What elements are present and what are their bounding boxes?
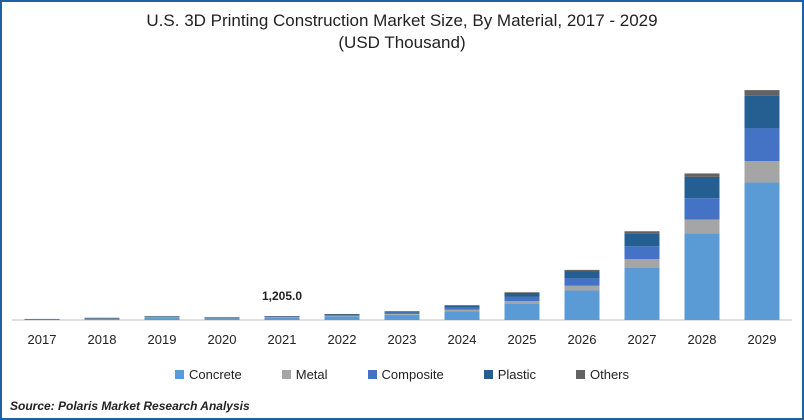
bar-metal-2019 <box>144 317 180 318</box>
legend-item-concrete: Concrete <box>175 367 242 382</box>
bar-composite-2027 <box>624 246 660 260</box>
bar-concrete-2029 <box>744 182 780 320</box>
legend-swatch <box>281 370 291 379</box>
x-tick-label: 2017 <box>28 332 57 347</box>
legend-item-composite: Composite <box>367 367 444 382</box>
legend-item-others: Others <box>575 367 629 382</box>
bar-metal-2024 <box>444 309 480 312</box>
bar-plastic-2024 <box>444 305 480 308</box>
bar-others-2024 <box>444 305 480 306</box>
bar-composite-2020 <box>204 317 240 319</box>
bar-concrete-2020 <box>204 318 240 320</box>
bar-concrete-2028 <box>684 233 720 320</box>
bar-others-2017 <box>24 318 60 320</box>
bar-composite-2028 <box>684 198 720 220</box>
bar-concrete-2023 <box>384 314 420 320</box>
bar-metal-2025 <box>504 301 540 304</box>
bar-concrete-2021 <box>264 317 300 320</box>
legend-label: Plastic <box>497 367 536 382</box>
bar-metal-2021 <box>264 317 300 318</box>
bar-composite-2019 <box>144 316 180 318</box>
x-tick-label: 2025 <box>508 332 537 347</box>
bar-composite-2021 <box>264 316 300 318</box>
x-tick-label: 2028 <box>688 332 717 347</box>
bar-concrete-2026 <box>564 290 600 320</box>
bar-composite-2029 <box>744 128 780 162</box>
bar-metal-2018 <box>84 318 120 319</box>
bar-composite-2018 <box>84 318 120 319</box>
bar-others-2021 <box>264 316 300 317</box>
x-tick-label: 2021 <box>268 332 297 347</box>
x-tick-label: 2027 <box>628 332 657 347</box>
bar-others-2026 <box>564 269 600 272</box>
bar-metal-2022 <box>324 315 360 317</box>
x-tick-label: 2024 <box>448 332 477 347</box>
bar-concrete-2018 <box>84 318 120 320</box>
bar-others-2022 <box>324 314 360 315</box>
bar-composite-2023 <box>384 312 420 314</box>
bar-plastic-2025 <box>504 292 540 297</box>
x-tick-label: 2029 <box>748 332 777 347</box>
bar-composite-2024 <box>444 307 480 310</box>
legend-swatch <box>367 370 377 379</box>
x-tick-label: 2018 <box>88 332 117 347</box>
bar-metal-2028 <box>684 219 720 234</box>
x-tick-label: 2026 <box>568 332 597 347</box>
legend-swatch <box>483 370 493 379</box>
data-label-2021: 1,205.0 <box>262 289 302 303</box>
bar-concrete-2025 <box>504 303 540 320</box>
source-note: Source: Polaris Market Research Analysis <box>10 399 250 413</box>
x-tick-label: 2023 <box>388 332 417 347</box>
bar-others-2023 <box>384 311 420 312</box>
chart-title-block: U.S. 3D Printing Construction Market Siz… <box>2 10 802 54</box>
bar-metal-2026 <box>564 285 600 291</box>
legend-item-metal: Metal <box>281 367 328 382</box>
x-tick-label: 2019 <box>148 332 177 347</box>
x-tick-label: 2020 <box>208 332 237 347</box>
legend-label: Concrete <box>189 367 242 382</box>
bar-others-2020 <box>204 317 240 318</box>
bar-others-2019 <box>144 316 180 317</box>
bar-plastic-2026 <box>564 271 600 279</box>
bar-plastic-2023 <box>384 311 420 313</box>
bar-plastic-2028 <box>684 176 720 199</box>
bar-others-2027 <box>624 231 660 234</box>
legend-label: Composite <box>381 367 444 382</box>
bar-plastic-2022 <box>324 314 360 316</box>
chart-legend: Concrete Metal Composite Plastic Others <box>2 367 802 382</box>
bar-concrete-2022 <box>324 316 360 320</box>
bar-composite-2026 <box>564 278 600 286</box>
chart-title: U.S. 3D Printing Construction Market Siz… <box>146 11 658 30</box>
legend-item-plastic: Plastic <box>483 367 536 382</box>
x-tick-label: 2022 <box>328 332 357 347</box>
bar-concrete-2027 <box>624 267 660 320</box>
legend-label: Metal <box>295 367 328 382</box>
bar-concrete-2024 <box>444 311 480 320</box>
bar-others-2029 <box>744 90 780 96</box>
bar-metal-2029 <box>744 161 780 183</box>
legend-label: Others <box>589 367 629 382</box>
bar-composite-2022 <box>324 315 360 316</box>
bar-plastic-2027 <box>624 233 660 247</box>
legend-swatch <box>575 370 585 379</box>
bar-concrete-2019 <box>144 317 180 320</box>
bar-others-2018 <box>84 317 120 319</box>
bar-others-2028 <box>684 173 720 177</box>
bar-composite-2025 <box>504 296 540 302</box>
legend-swatch <box>175 370 184 379</box>
chart-subtitle: (USD Thousand) <box>338 33 466 52</box>
bar-metal-2027 <box>624 259 660 268</box>
bar-metal-2023 <box>384 313 420 315</box>
bar-others-2025 <box>504 292 540 293</box>
bar-metal-2020 <box>204 318 240 319</box>
bar-plastic-2029 <box>744 95 780 129</box>
